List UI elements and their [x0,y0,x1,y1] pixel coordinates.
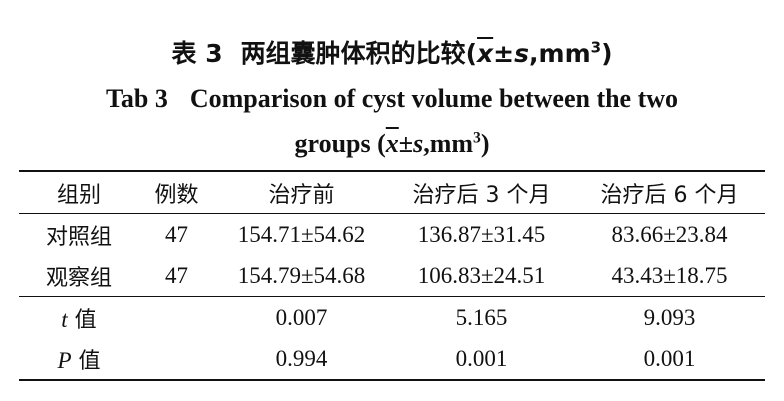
header-pre: 治疗前 [268,182,335,208]
cell-6m: 43.43±18.75 [611,262,728,288]
table-title-en-line2: groups (x±s,mm3) [0,129,784,159]
title-en-line1-text: Comparison of cyst volume between the tw… [189,84,679,113]
table-row-p-value: P 值 0.994 0.001 0.001 [19,338,765,380]
title-cn-close: ) [601,39,613,68]
header-3-months: 治疗后 3 个月 [412,182,551,208]
table-number-cn: 表 3 [171,39,223,68]
header-group: 组别 [56,182,101,208]
title-cn-sup: 3 [590,38,602,57]
title-en-xbar: x [385,129,399,158]
cell-p-pre: 0.994 [275,345,328,371]
table-row-t-value: t 值 0.007 5.165 9.093 [19,297,765,339]
cyst-volume-table: 组别 例数 治疗前 治疗后 3 个月 治疗后 6 个月 对照组 47 154.7… [19,170,765,381]
header-6-months: 治疗后 6 个月 [600,182,739,208]
cell-3m: 136.87±31.45 [417,221,546,247]
t-symbol: t [61,306,68,332]
table-row-control: 对照组 47 154.71±54.62 136.87±31.45 83.66±2… [19,214,765,256]
title-en-pm: ± [398,129,414,158]
title-cn-text: 两组囊肿体积的比较( [240,39,478,68]
title-cn-s: s [514,39,530,68]
cell-empty [139,338,214,380]
table-row-observation: 观察组 47 154.79±54.68 106.83±24.51 43.43±1… [19,255,765,297]
cell-n: 47 [165,262,188,288]
p-suffix: 值 [71,348,101,374]
title-en-line2-text: groups ( [294,129,386,158]
cell-n: 47 [165,221,188,247]
cell-p-6m: 0.001 [643,345,696,371]
title-cn-unit: ,mm [529,39,591,68]
title-en-sup: 3 [473,129,481,147]
title-cn-pm: ± [493,39,515,68]
cell-group: 观察组 [45,265,112,291]
header-count: 例数 [154,182,199,208]
cell-p-label: P 值 [19,338,139,380]
cell-pre: 154.79±54.68 [237,262,366,288]
cell-empty [139,297,214,339]
cell-t-label: t 值 [19,297,139,339]
cell-3m: 106.83±24.51 [417,262,546,288]
table-number-en: Tab 3 [105,84,168,113]
title-en-s: s [413,129,424,158]
cell-t-3m: 5.165 [455,304,508,330]
cell-group: 对照组 [45,224,112,250]
cell-pre: 154.71±54.62 [237,221,366,247]
t-suffix: 值 [67,307,97,333]
title-cn-xbar: x [477,39,494,68]
cell-6m: 83.66±23.84 [611,221,728,247]
table-title-cn: 表 3 两组囊肿体积的比较(x±s,mm3) [0,34,784,70]
cell-p-3m: 0.001 [455,345,508,371]
p-symbol: P [57,347,72,373]
cell-t-pre: 0.007 [275,304,328,330]
header-row: 组别 例数 治疗前 治疗后 3 个月 治疗后 6 个月 [19,171,765,214]
table-title-en-line1: Tab 3 Comparison of cyst volume between t… [0,84,784,114]
cell-t-6m: 9.093 [643,304,696,330]
title-en-unit: ,mm [423,129,474,158]
title-en-close: ) [480,129,490,158]
